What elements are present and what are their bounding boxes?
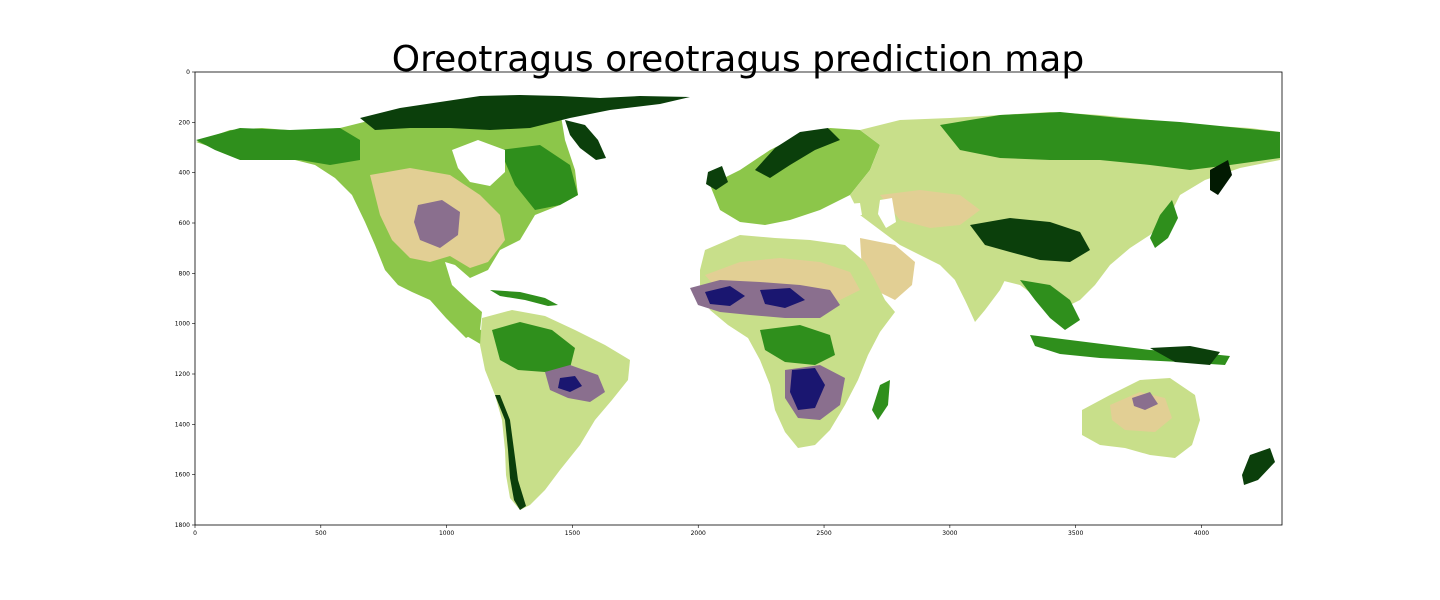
madagascar xyxy=(872,380,890,420)
southern-africa-lowpoints xyxy=(790,368,825,410)
y-tick-label: 600 xyxy=(179,220,191,227)
y-tick-label: 1600 xyxy=(175,472,190,479)
y-tick-label: 800 xyxy=(179,270,191,277)
andes xyxy=(495,395,526,510)
x-tick-label: 3000 xyxy=(942,530,957,537)
central-africa-forest xyxy=(760,325,835,365)
south-america-lowpoints xyxy=(558,376,582,392)
y-tick-label: 1200 xyxy=(175,371,190,378)
greenland-coast xyxy=(565,120,606,160)
canada-east xyxy=(500,145,578,210)
world-prediction-map xyxy=(196,95,1280,510)
y-tick-label: 400 xyxy=(179,170,191,177)
sahel-lowpoints xyxy=(705,286,805,308)
tibet-mountains xyxy=(970,218,1090,262)
hudson-bay xyxy=(452,140,505,186)
x-axis: 0 500 1000 1500 2000 2500 3000 3500 4000 xyxy=(193,525,1209,537)
siberia xyxy=(940,112,1280,170)
europe xyxy=(710,128,880,225)
caribbean xyxy=(490,290,558,306)
y-axis: 0 200 400 600 800 1000 1200 1400 1600 1800 xyxy=(175,69,195,529)
y-tick-label: 200 xyxy=(179,119,191,126)
north-america-dry-core xyxy=(414,200,460,248)
x-tick-label: 0 xyxy=(193,530,197,537)
amazon xyxy=(492,322,575,372)
india xyxy=(950,260,1010,322)
north-america-boreal xyxy=(196,128,360,165)
x-tick-label: 1000 xyxy=(439,530,454,537)
x-tick-label: 4000 xyxy=(1194,530,1209,537)
caspian-sea xyxy=(878,198,896,228)
y-tick-label: 1800 xyxy=(175,522,190,529)
new-zealand xyxy=(1242,448,1275,485)
y-tick-label: 0 xyxy=(186,69,190,76)
kamchatka xyxy=(1210,160,1232,195)
x-tick-label: 1500 xyxy=(565,530,580,537)
scandinavia xyxy=(755,128,840,178)
asia-dry xyxy=(880,190,980,228)
new-guinea xyxy=(1150,346,1220,365)
y-tick-label: 1000 xyxy=(175,321,190,328)
x-tick-label: 500 xyxy=(315,530,327,537)
uk-islands xyxy=(706,166,728,190)
x-tick-label: 2000 xyxy=(691,530,706,537)
black-sea xyxy=(835,203,862,217)
chart-title: Oreotragus oreotragus prediction map xyxy=(392,39,1084,80)
x-tick-label: 3500 xyxy=(1068,530,1083,537)
arctic-islands xyxy=(360,95,690,130)
x-tick-label: 2500 xyxy=(816,530,831,537)
australia-core xyxy=(1132,392,1158,410)
japan xyxy=(1150,200,1178,248)
axes-frame xyxy=(194,71,1283,526)
southeast-asia xyxy=(1020,280,1080,330)
y-tick-label: 1400 xyxy=(175,421,190,428)
